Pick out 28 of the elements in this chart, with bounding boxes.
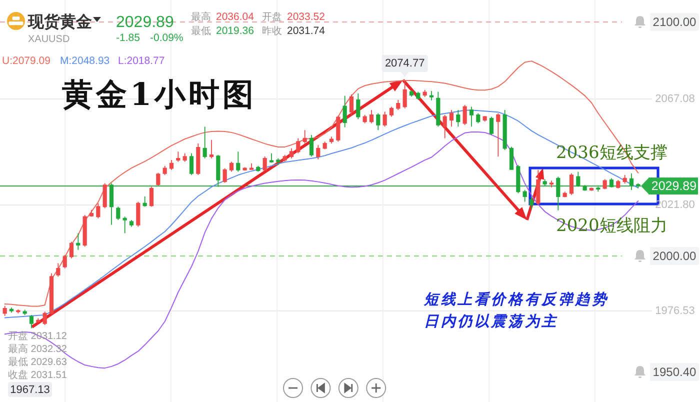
annotation: 2036.04 (216, 11, 254, 23)
annotation: -0.09% (150, 32, 184, 44)
annotation: 短线上看价格有反弹趋势 (423, 291, 609, 308)
annotation: 最高 (191, 11, 211, 23)
annotation: XAUUSD (28, 34, 70, 45)
ref-line-label: 2000.00 (652, 248, 697, 263)
y-tick-label: 1976.53 (655, 304, 695, 317)
ref-line-label: 2029.89 (651, 179, 697, 194)
annotation: 日内仍以震荡为主 (424, 313, 558, 330)
text: 黄金1小时图 (62, 77, 257, 113)
annotation: 1967.13 (10, 384, 50, 396)
annotation: 2074.77 (384, 58, 425, 70)
annotation: -1.85 (116, 32, 140, 44)
annotation: 收盘 2031.51 (8, 369, 68, 381)
annotation: 2029.89 (116, 14, 174, 31)
annotation: 开盘 (262, 11, 282, 23)
ref-line-label: 2100.00 (652, 14, 697, 29)
annotation: 最低 (191, 26, 211, 37)
annotation: 2031.74 (287, 25, 326, 37)
text: 现货黄金 (27, 13, 92, 31)
annotation: 2033.52 (287, 11, 326, 23)
annotation: 昨收 (262, 25, 282, 37)
annotation: 最低 2029.63 (8, 357, 68, 368)
legend: U:2079.09 M:2048.93 L:2018.77 (2, 55, 165, 67)
text: 1950.40 (652, 365, 697, 379)
annotation: 2019.36 (216, 25, 254, 37)
y-tick-label: 2067.08 (655, 93, 695, 106)
y-tick-label: 2021.80 (655, 198, 695, 211)
